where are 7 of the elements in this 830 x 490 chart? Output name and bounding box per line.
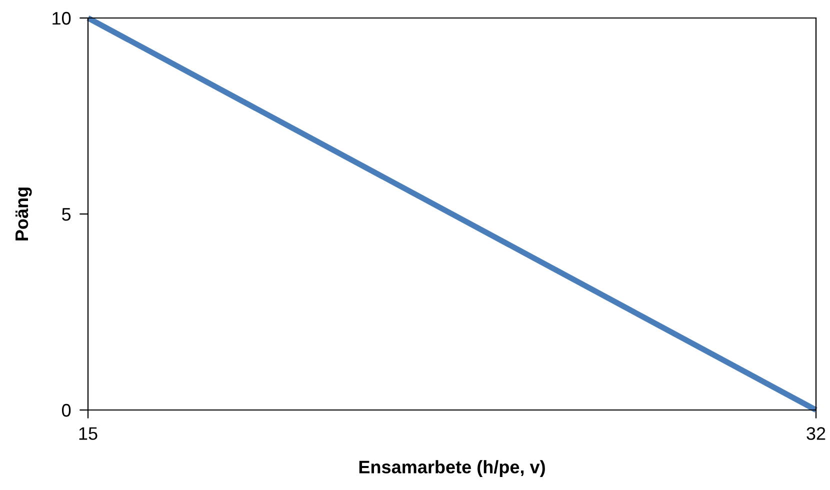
x-tick-label: 15: [79, 427, 98, 440]
y-axis-title: Poäng: [15, 188, 32, 240]
x-axis-title: Ensamarbete (h/pe, v): [359, 460, 545, 477]
y-tick-label: 5: [62, 208, 71, 221]
x-tick-label: 32: [806, 427, 826, 440]
y-tick-label: 0: [62, 404, 71, 417]
y-tick-label: 10: [52, 12, 71, 25]
